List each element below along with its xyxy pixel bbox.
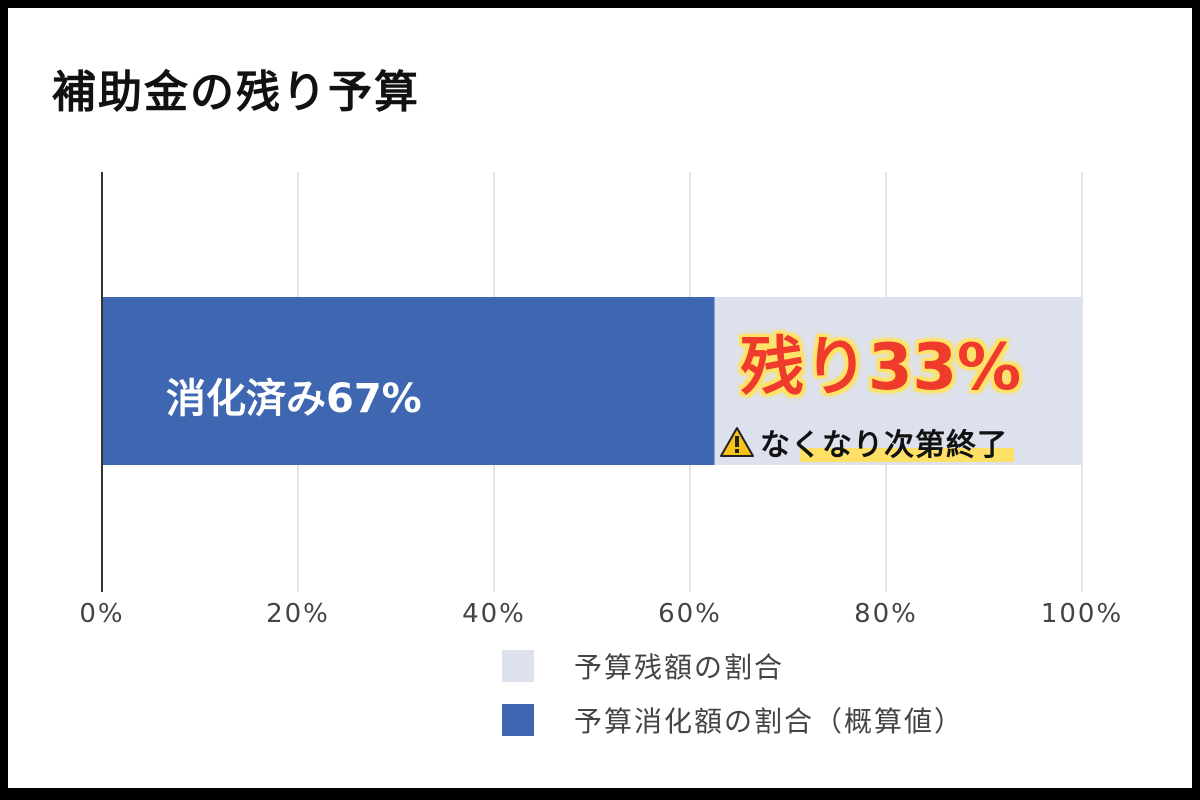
x-tick-label: 0%	[79, 599, 124, 629]
legend-label-remaining: 予算残額の割合	[574, 651, 785, 684]
chart-frame: 補助金の残り予算 0% 20% 40% 60% 80% 100% 消化済み67% 残り33…	[8, 8, 1192, 788]
bar-chart: 0% 20% 40% 60% 80% 100%	[79, 172, 1123, 629]
consumed-label: 消化済み67%	[166, 376, 422, 422]
bars	[102, 297, 1082, 465]
legend-swatch-remaining	[502, 650, 534, 682]
legend-item-consumed: 予算消化額の割合（概算値）	[502, 704, 964, 738]
chart-title: 補助金の残り予算	[52, 67, 420, 118]
warning-text: なくなり次第終了	[760, 428, 1008, 463]
warning-note: なくなり次第終了	[720, 420, 1014, 464]
legend: 予算残額の割合 予算消化額の割合（概算値）	[502, 650, 964, 758]
x-tick-label: 100%	[1041, 599, 1123, 629]
x-tick-label: 40%	[462, 599, 526, 629]
legend-label-consumed: 予算消化額の割合（概算値）	[574, 705, 965, 738]
bar-segment-consumed	[102, 297, 715, 465]
x-tick-label: 60%	[658, 599, 722, 629]
warning-highlight	[800, 448, 1014, 462]
bar-segment-remaining	[714, 297, 1082, 465]
warning-text-wrap: なくなり次第終了	[760, 420, 1014, 464]
legend-item-remaining: 予算残額の割合	[502, 650, 964, 684]
warning-icon	[720, 427, 754, 457]
remaining-label: 残り33%	[740, 331, 1022, 405]
legend-swatch-consumed	[502, 704, 534, 736]
x-tick-label: 20%	[266, 599, 330, 629]
x-tick-label: 80%	[854, 599, 918, 629]
x-tick-labels: 0% 20% 40% 60% 80% 100%	[79, 599, 1123, 629]
